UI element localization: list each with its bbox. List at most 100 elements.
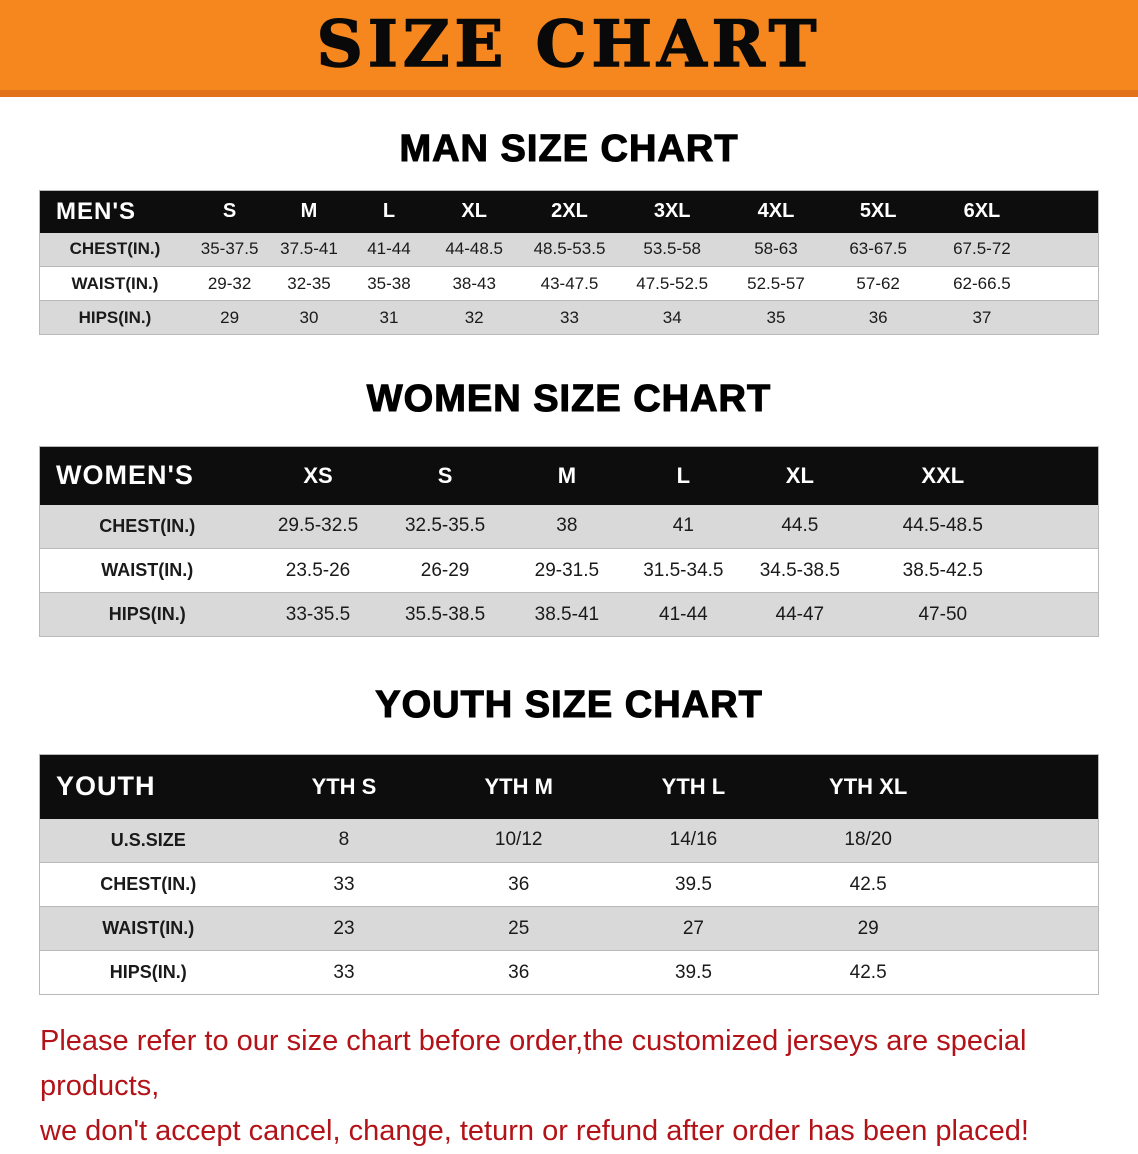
spacer-cell	[955, 862, 1099, 907]
women-col-xxl: XXL	[858, 446, 1028, 505]
size-cell: 36	[431, 862, 607, 907]
women-chest-row: CHEST(IN.) 29.5-32.5 32.5-35.5 38 41 44.…	[39, 504, 1099, 549]
size-cell: 32-35	[269, 266, 349, 301]
men-col-2xl: 2XL	[519, 190, 620, 233]
size-cell: 44-47	[741, 592, 859, 637]
youth-section: YOUTH SIZE CHART YOUTH YTH S YTH M YTH L…	[0, 683, 1138, 995]
men-section: MAN SIZE CHART MEN'S S M L XL 2XL 3XL 4X…	[0, 127, 1138, 335]
spacer-cell	[955, 950, 1099, 995]
size-cell: 43-47.5	[519, 266, 620, 301]
size-cell: 23	[256, 906, 432, 951]
women-col-l: L	[625, 446, 742, 505]
youth-table-title: YOUTH	[39, 754, 257, 819]
women-section-heading: WOMEN SIZE CHART	[366, 377, 772, 420]
men-col-xl: XL	[429, 190, 520, 233]
size-cell: 34.5-38.5	[741, 548, 859, 593]
spacer-cell	[1027, 446, 1099, 505]
men-chest-row: CHEST(IN.) 35-37.5 37.5-41 41-44 44-48.5…	[39, 232, 1099, 267]
size-cell: 30	[269, 300, 349, 335]
spacer-cell	[1027, 504, 1099, 549]
page-title: SIZE CHART	[316, 7, 822, 82]
size-cell: 67.5-72	[928, 232, 1035, 267]
women-size-table: WOMEN'S XS S M L XL XXL CHEST(IN.) 29.5-…	[39, 446, 1099, 637]
women-col-xl: XL	[741, 446, 859, 505]
size-cell: 48.5-53.5	[519, 232, 620, 267]
spacer-cell	[955, 754, 1099, 819]
size-cell: 35-38	[348, 266, 430, 301]
disclaimer-line-1: Please refer to our size chart before or…	[40, 1025, 1027, 1102]
row-label-waist: WAIST(IN.)	[39, 548, 255, 593]
size-cell: 32	[429, 300, 520, 335]
size-cell: 31.5-34.5	[625, 548, 742, 593]
spacer-cell	[955, 818, 1099, 863]
men-col-s: S	[189, 190, 270, 233]
men-col-3xl: 3XL	[619, 190, 725, 233]
disclaimer-line-2: we don't accept cancel, change, teturn o…	[40, 1114, 1029, 1147]
youth-header-row: YOUTH YTH S YTH M YTH L YTH XL	[39, 754, 1099, 819]
size-cell: 10/12	[431, 818, 607, 863]
size-cell: 41-44	[625, 592, 742, 637]
men-table-title: MEN'S	[39, 190, 190, 233]
men-col-m: M	[269, 190, 349, 233]
row-label-waist: WAIST(IN.)	[39, 266, 190, 301]
women-col-m: M	[508, 446, 626, 505]
spacer-cell	[1034, 266, 1099, 301]
youth-section-heading: YOUTH SIZE CHART	[375, 683, 763, 726]
youth-hips-row: HIPS(IN.) 33 36 39.5 42.5	[39, 950, 1099, 995]
size-cell: 38.5-42.5	[858, 548, 1028, 593]
men-waist-row: WAIST(IN.) 29-32 32-35 35-38 38-43 43-47…	[39, 266, 1099, 301]
size-cell: 41	[625, 504, 742, 549]
size-cell: 29.5-32.5	[254, 504, 382, 549]
spacer-cell	[955, 906, 1099, 951]
size-cell: 37.5-41	[269, 232, 349, 267]
size-cell: 41-44	[348, 232, 430, 267]
youth-ussize-row: U.S.SIZE 8 10/12 14/16 18/20	[39, 818, 1099, 863]
size-cell: 35.5-38.5	[381, 592, 509, 637]
size-cell: 29	[189, 300, 270, 335]
size-cell: 37	[928, 300, 1035, 335]
row-label-hips: HIPS(IN.)	[39, 592, 255, 637]
men-col-4xl: 4XL	[724, 190, 828, 233]
size-cell: 18/20	[780, 818, 956, 863]
spacer-cell	[1034, 232, 1099, 267]
row-label-us-size: U.S.SIZE	[39, 818, 257, 863]
women-table-title: WOMEN'S	[39, 446, 255, 505]
size-cell: 58-63	[724, 232, 828, 267]
row-label-chest: CHEST(IN.)	[39, 504, 255, 549]
women-header-row: WOMEN'S XS S M L XL XXL	[39, 446, 1099, 505]
size-cell: 47-50	[858, 592, 1028, 637]
youth-col-m: YTH M	[431, 754, 607, 819]
row-label-chest: CHEST(IN.)	[39, 862, 257, 907]
size-cell: 36	[431, 950, 607, 995]
size-cell: 63-67.5	[827, 232, 929, 267]
women-waist-row: WAIST(IN.) 23.5-26 26-29 29-31.5 31.5-34…	[39, 548, 1099, 593]
youth-col-l: YTH L	[606, 754, 781, 819]
disclaimer: Please refer to our size chart before or…	[40, 1019, 1098, 1154]
row-label-waist: WAIST(IN.)	[39, 906, 257, 951]
spacer-cell	[1034, 190, 1099, 233]
spacer-cell	[1034, 300, 1099, 335]
women-section: WOMEN SIZE CHART WOMEN'S XS S M L XL XXL	[0, 377, 1138, 637]
size-cell: 26-29	[381, 548, 509, 593]
youth-col-xl: YTH XL	[780, 754, 956, 819]
size-cell: 36	[827, 300, 929, 335]
men-header-row: MEN'S S M L XL 2XL 3XL 4XL 5XL 6XL	[39, 190, 1099, 233]
size-cell: 29	[780, 906, 956, 951]
size-cell: 44.5	[741, 504, 859, 549]
youth-chest-row: CHEST(IN.) 33 36 39.5 42.5	[39, 862, 1099, 907]
women-col-xs: XS	[254, 446, 382, 505]
size-cell: 33	[256, 950, 432, 995]
size-cell: 38.5-41	[508, 592, 626, 637]
size-cell: 34	[619, 300, 725, 335]
size-cell: 57-62	[827, 266, 929, 301]
size-cell: 47.5-52.5	[619, 266, 725, 301]
row-label-hips: HIPS(IN.)	[39, 300, 190, 335]
men-col-5xl: 5XL	[827, 190, 929, 233]
youth-waist-row: WAIST(IN.) 23 25 27 29	[39, 906, 1099, 951]
size-cell: 53.5-58	[619, 232, 725, 267]
men-section-heading: MAN SIZE CHART	[399, 127, 739, 170]
size-cell: 25	[431, 906, 607, 951]
women-col-s: S	[381, 446, 509, 505]
size-cell: 42.5	[780, 862, 956, 907]
